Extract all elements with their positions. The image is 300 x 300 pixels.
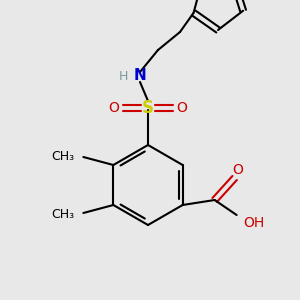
Text: O: O xyxy=(177,101,188,115)
Text: OH: OH xyxy=(244,216,265,230)
Text: S: S xyxy=(142,99,154,117)
Text: O: O xyxy=(232,163,243,177)
Text: O: O xyxy=(109,101,119,115)
Text: N: N xyxy=(134,68,146,83)
Text: CH₃: CH₃ xyxy=(51,208,74,220)
Text: H: H xyxy=(118,70,128,83)
Text: CH₃: CH₃ xyxy=(51,149,74,163)
